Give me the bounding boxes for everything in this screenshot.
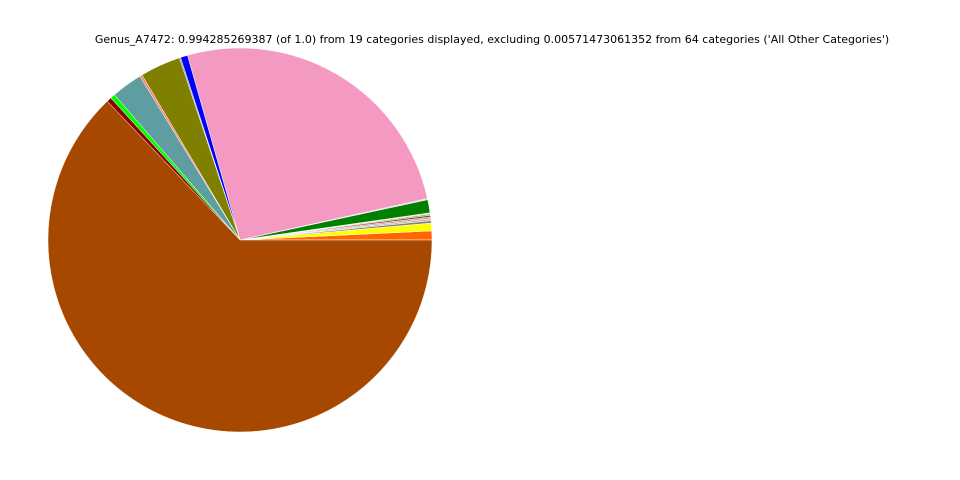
pie-slice [187, 47, 428, 241]
pie-slice [47, 100, 433, 433]
chart-title: Genus_A7472: 0.994285269387 (of 1.0) fro… [95, 33, 889, 46]
